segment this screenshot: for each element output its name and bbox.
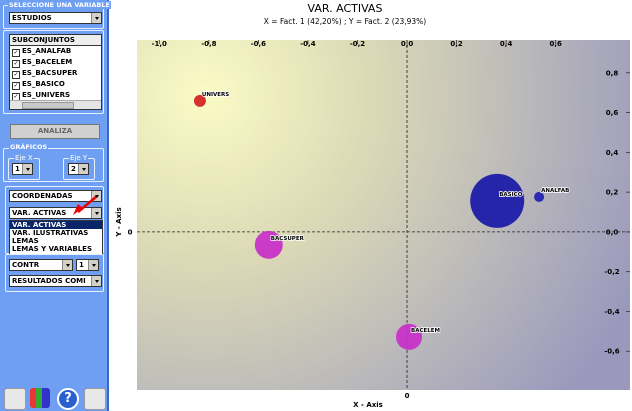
bubble <box>254 230 283 259</box>
y-tick-label: 0,0 <box>606 228 619 236</box>
checkbox: ✓ <box>12 49 20 57</box>
subset-label: ES_ANALFAB <box>22 47 72 55</box>
x-axis-label: X - Axis <box>353 401 383 409</box>
view-options: VAR. ACTIVAS VAR. ILUSTRATIVAS LEMAS LEMAS … <box>9 220 103 255</box>
results-select[interactable]: RESULTADOS COMI <box>9 275 102 287</box>
axis-y-select[interactable]: 2 <box>68 163 89 175</box>
bubble <box>193 94 206 107</box>
y-tick-label: 0,4 <box>606 149 619 157</box>
select-value: 2 <box>71 165 76 173</box>
help-icon[interactable]: ? <box>57 388 79 410</box>
x-tick-label: 0,0 <box>401 40 414 48</box>
group-caption: SELECCIONE UNA VARIABLE <box>8 1 111 9</box>
plot-area <box>137 40 630 390</box>
y-tick-label: 0,2 <box>606 189 619 197</box>
origin-label: 0 <box>405 392 410 400</box>
chart-subtitle: X = Fact. 1 (42,20%) ; Y = Fact. 2 (23,9… <box>264 17 427 26</box>
bubble <box>534 191 545 202</box>
y-tick-label: -0,4 <box>604 308 619 316</box>
x-tick-label: -0,2 <box>350 40 365 48</box>
print-icon[interactable] <box>4 388 26 410</box>
x-tick-label: 0,4 <box>500 40 513 48</box>
subsets-group <box>3 30 104 114</box>
checkbox: ✓ <box>12 71 20 79</box>
axis-x-select[interactable]: 1 <box>12 163 33 175</box>
view-option[interactable]: LEMAS Y VARIABLES <box>12 245 93 253</box>
y-tick-label: 0,6 <box>606 109 619 117</box>
subsets-list: SUBCONJUNTOS ✓ ES_ANALFAB ✓ ES_BACELEM ✓ ES_B… <box>9 34 102 110</box>
chart-icon[interactable] <box>30 388 50 408</box>
subset-item[interactable]: ✓ ES_BACSUPER <box>10 68 101 79</box>
scrollbar[interactable] <box>10 100 101 109</box>
home-icon[interactable] <box>84 388 106 410</box>
graphs-group <box>3 148 104 182</box>
bubble <box>470 173 525 228</box>
subset-label: ES_UNIVERS <box>22 91 71 99</box>
contr-select[interactable]: CONTR <box>9 259 73 271</box>
y-tick-label: 0,8 <box>606 69 619 77</box>
subset-item[interactable]: ✓ ES_BACELEM <box>10 57 101 68</box>
axis-x-label: Eje X <box>14 154 34 162</box>
analyze-button[interactable]: ANALIZA <box>10 124 100 139</box>
select-value: ESTUDIOS <box>12 14 52 22</box>
point-label: BACELEM <box>411 328 440 334</box>
y-tick-label: -0,2 <box>604 268 619 276</box>
select-value: 1 <box>79 261 84 269</box>
axis-y-label: Eje Y <box>69 154 89 162</box>
chart-title: VAR. ACTIVAS <box>308 2 383 15</box>
select-value: 1 <box>15 165 20 173</box>
subset-item[interactable]: ✓ ES_BASICO <box>10 79 101 90</box>
subset-label: ES_BACSUPER <box>22 69 78 77</box>
list-header: SUBCONJUNTOS <box>10 35 101 46</box>
point-label: ANALFAB <box>541 188 569 194</box>
checkbox: ✓ <box>12 82 20 90</box>
x-tick-label: -0,8 <box>201 40 216 48</box>
pointer-arrow <box>73 195 98 215</box>
x-tick-label: 0,2 <box>450 40 463 48</box>
select-value: COORDENADAS <box>12 192 73 200</box>
side-panel: SELECCIONE UNA VARIABLE ESTUDIOS SUBCONJ… <box>0 0 111 411</box>
contr-value-select[interactable]: 1 <box>76 259 99 271</box>
subset-item[interactable]: ✓ ES_ANALFAB <box>10 46 101 57</box>
point-label: BASICO <box>499 192 522 198</box>
checkbox: ✓ <box>12 60 20 68</box>
x-tick-label: -0,6 <box>251 40 266 48</box>
coordinates-select[interactable]: COORDENADAS <box>9 190 102 202</box>
view-option[interactable]: LEMAS <box>12 237 39 245</box>
select-value: CONTR <box>12 261 40 269</box>
select-value: RESULTADOS COMI <box>12 277 86 285</box>
select-value: VAR. ACTIVAS <box>12 209 67 217</box>
subset-label: ES_BASICO <box>22 80 65 88</box>
variable-select[interactable]: ESTUDIOS <box>9 12 102 24</box>
x-tick-label: 0,6 <box>549 40 562 48</box>
bubble <box>396 323 423 350</box>
y-tick-label: -0,6 <box>604 348 619 356</box>
group-caption: GRÁFICOS <box>9 143 49 151</box>
x-tick-label: -1,0 <box>152 40 167 48</box>
point-label: UNIVERS <box>202 92 229 98</box>
origin-label: 0 <box>128 228 133 236</box>
view-option[interactable]: VAR. ILUSTRATIVAS <box>12 229 89 237</box>
point-label: BACSUPER <box>271 236 305 242</box>
view-option[interactable]: VAR. ACTIVAS <box>10 221 102 229</box>
results-group <box>5 254 104 292</box>
subset-label: ES_BACELEM <box>22 58 73 66</box>
y-axis-label: Y - Axis <box>115 207 123 237</box>
x-tick-label: -0,4 <box>300 40 315 48</box>
